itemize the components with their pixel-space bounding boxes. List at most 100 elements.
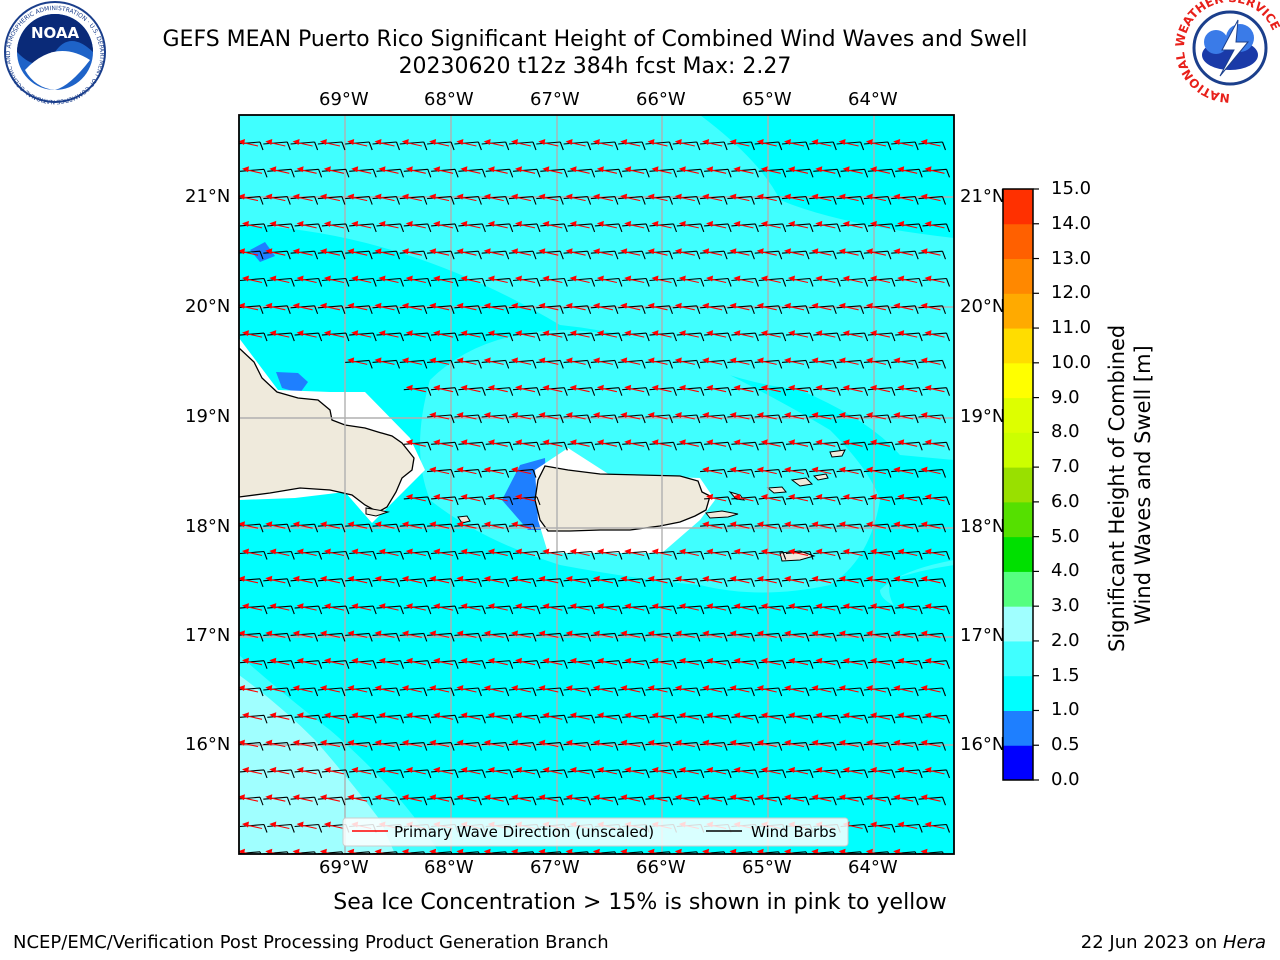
- wind-barb: [676, 605, 705, 615]
- wind-barb: [427, 687, 455, 697]
- wind-barb: [563, 414, 592, 424]
- wave-direction-arrow: [788, 603, 809, 611]
- wind-barb: [536, 632, 564, 642]
- wind-barb: [758, 277, 787, 287]
- wind-barb: [836, 196, 865, 205]
- ocean-band-2-0-3-0: [239, 675, 395, 854]
- wave-direction-arrow: [733, 166, 754, 174]
- wind-barb: [781, 469, 810, 478]
- wind-barb: [700, 687, 728, 697]
- wave-direction-arrow: [702, 575, 723, 584]
- wave-direction-arrow: [620, 357, 641, 365]
- wind-barb: [922, 441, 951, 451]
- wind-barb: [895, 605, 923, 615]
- wind-barb: [317, 687, 346, 697]
- wave-direction-arrow: [487, 548, 508, 557]
- wave-direction-arrow: [811, 357, 832, 365]
- wave-direction-arrow: [651, 548, 672, 557]
- wind-barb: [867, 660, 896, 669]
- wave-direction-arrow: [678, 166, 699, 174]
- wind-barb: [895, 168, 923, 178]
- wave-direction-arrow: [706, 330, 727, 338]
- wind-barb: [481, 414, 510, 424]
- colorbar-tick-label: 14.0: [1051, 212, 1092, 234]
- wave-direction-arrow: [624, 439, 645, 447]
- wind-barb: [785, 660, 814, 669]
- wind-barb: [758, 387, 787, 396]
- wave-direction-arrow: [784, 193, 805, 202]
- wind-barb: [622, 769, 650, 779]
- wind-barb: [485, 277, 514, 287]
- wind-barb: [345, 632, 373, 642]
- wind-barb: [813, 550, 841, 560]
- wind-barb: [840, 332, 869, 342]
- wave-direction-arrow: [374, 575, 395, 584]
- wind-barb: [754, 141, 783, 151]
- wave-direction-arrow: [239, 794, 259, 802]
- wind-barb: [754, 359, 783, 369]
- wave-direction-arrow: [569, 439, 590, 447]
- wave-direction-arrow: [838, 685, 859, 693]
- wave-direction-arrow: [897, 603, 918, 611]
- wind-barb: [349, 168, 377, 178]
- wind-barb: [754, 578, 783, 587]
- wind-barb: [781, 523, 810, 533]
- lon-label-bottom: 65°W: [742, 857, 792, 878]
- wind-barb: [840, 714, 869, 724]
- wave-direction-arrow: [374, 302, 395, 311]
- wind-barb: [458, 332, 486, 342]
- wave-direction-arrow: [784, 521, 805, 529]
- wave-direction-arrow: [893, 575, 914, 584]
- wind-barb: [672, 632, 701, 642]
- wave-direction-arrow: [897, 657, 918, 666]
- wind-barb: [700, 523, 728, 533]
- wind-barb: [290, 742, 319, 751]
- wave-direction-arrow: [292, 302, 313, 311]
- wind-barb: [594, 223, 623, 233]
- wind-barb: [508, 469, 537, 478]
- wind-barb: [239, 578, 264, 587]
- wave-direction-arrow: [429, 630, 450, 638]
- wind-barb: [512, 605, 541, 615]
- wind-barb: [239, 632, 264, 642]
- wave-direction-arrow: [319, 193, 341, 202]
- wave-direction-arrow: [706, 384, 727, 393]
- wind-barb: [427, 796, 455, 806]
- wind-barb: [239, 605, 268, 615]
- colorbar-tick-label: 3.0: [1051, 595, 1080, 617]
- wave-direction-arrow: [678, 712, 699, 720]
- wave-direction-arrow: [483, 521, 504, 529]
- wind-barb: [321, 769, 350, 779]
- wave-direction-arrow: [483, 248, 504, 256]
- wind-barb: [290, 632, 319, 642]
- wave-direction-arrow: [347, 794, 368, 802]
- wind-barb: [781, 742, 810, 751]
- wind-barb: [867, 387, 896, 396]
- wind-barb: [704, 714, 732, 724]
- wave-direction-arrow: [620, 630, 641, 638]
- wind-barb: [895, 496, 923, 506]
- wave-direction-arrow: [924, 330, 945, 338]
- wind-barb: [563, 742, 592, 751]
- wave-direction-arrow: [456, 466, 477, 475]
- wave-direction-arrow: [487, 166, 508, 174]
- wave-direction-arrow: [893, 794, 914, 802]
- vector-field: [239, 139, 951, 854]
- wave-direction-arrow: [269, 766, 290, 775]
- wave-direction-arrow: [265, 521, 286, 529]
- wind-barb: [676, 550, 705, 560]
- wind-barb: [781, 141, 810, 151]
- wave-direction-arrow: [651, 275, 672, 284]
- wind-barb: [813, 277, 841, 287]
- wind-barb: [758, 769, 787, 779]
- wind-barb: [508, 578, 537, 587]
- colorbar-tick-label: 1.5: [1051, 664, 1080, 686]
- wave-direction-arrow: [702, 521, 723, 529]
- wave-direction-arrow: [460, 657, 481, 666]
- wave-direction-arrow: [733, 657, 754, 666]
- wind-barb: [399, 305, 428, 314]
- wind-barb: [267, 550, 295, 560]
- wave-direction-arrow: [565, 794, 586, 802]
- wave-direction-arrow: [760, 439, 781, 447]
- wind-barb: [590, 250, 619, 260]
